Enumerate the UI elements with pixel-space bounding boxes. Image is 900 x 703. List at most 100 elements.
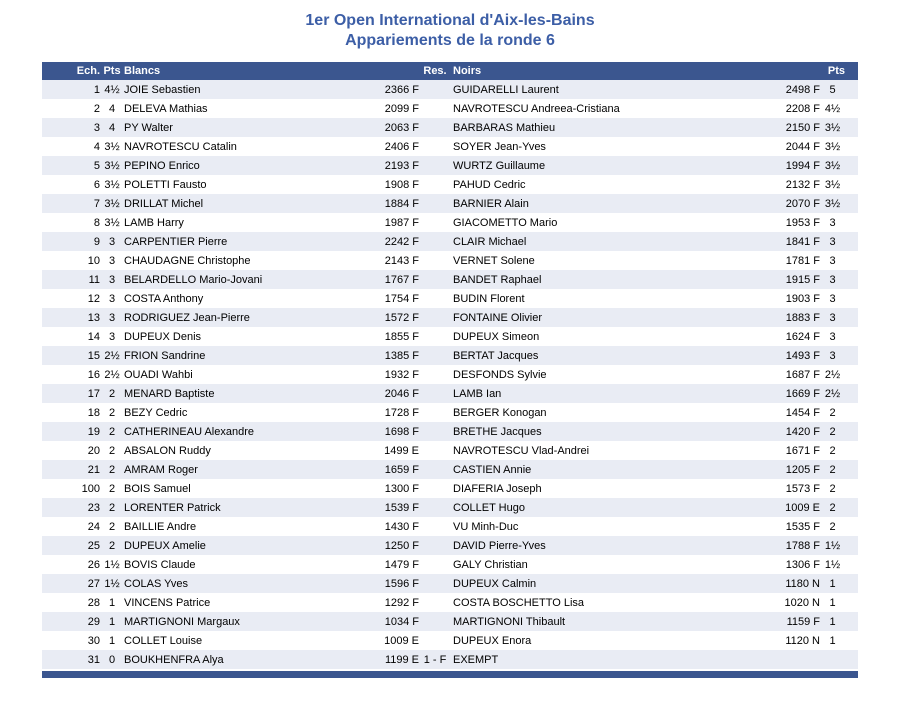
white-player: COLAS Yves	[124, 577, 188, 590]
black-player: BARNIER Alain	[453, 197, 529, 210]
black-player: CLAIR Michael	[453, 235, 527, 248]
white-player: MARTIGNONI Margaux	[124, 615, 240, 628]
black-points: 3½	[824, 121, 841, 134]
black-player: DIAFERIA Joseph	[453, 482, 542, 495]
white-rating: 2046 F	[384, 387, 419, 400]
page-subtitle: Appariements de la ronde 6	[345, 32, 555, 49]
black-player: DAVID Pierre-Yves	[453, 539, 546, 552]
header-board: Ech.	[76, 65, 100, 77]
white-player: COLLET Louise	[124, 634, 203, 647]
white-points: 3½	[104, 197, 120, 210]
white-player: FRION Sandrine	[124, 349, 206, 362]
white-points: 3½	[104, 140, 120, 153]
pairing-row: 2 4 DELEVA Mathias 2099 F NAVROTESCU And…	[42, 99, 858, 118]
black-points: 2½	[824, 387, 841, 400]
white-points: 3½	[104, 178, 120, 191]
black-points: 3	[829, 235, 836, 248]
black-points: 3	[829, 330, 836, 343]
black-rating: 1306 F	[785, 558, 820, 571]
black-points: 1	[829, 615, 836, 628]
white-rating: 1572 F	[384, 311, 419, 324]
white-player: ABSALON Ruddy	[124, 444, 211, 457]
black-rating: 1180 N	[785, 577, 820, 590]
white-rating: 1430 F	[384, 520, 419, 533]
pairing-row: 6 3½ POLETTI Fausto 1908 F PAHUD Cedric …	[42, 175, 858, 194]
page-title: 1er Open International d'Aix-les-Bains	[305, 12, 595, 29]
board-number: 9	[93, 235, 100, 248]
black-points: 2	[829, 482, 836, 495]
pairing-row: 10 3 CHAUDAGNE Christophe 2143 F VERNET …	[42, 251, 858, 270]
white-points: 2	[108, 463, 116, 476]
black-player: DESFONDS Sylvie	[453, 368, 547, 381]
board-number: 1	[93, 83, 100, 96]
white-player: OUADI Wahbi	[124, 368, 193, 381]
white-points: 1½	[104, 558, 120, 571]
white-rating: 1728 F	[384, 406, 419, 419]
white-player: VINCENS Patrice	[124, 596, 211, 609]
board-number: 25	[87, 539, 100, 552]
black-rating: 1994 F	[785, 159, 820, 172]
black-points: 2	[829, 444, 836, 457]
black-player: BERGER Konogan	[453, 406, 547, 419]
black-rating: 1687 F	[785, 368, 820, 381]
black-rating: 1781 F	[785, 254, 820, 267]
black-player: DUPEUX Enora	[453, 634, 532, 647]
header-white-player: Blancs	[124, 65, 161, 77]
white-player: DUPEUX Denis	[124, 330, 202, 343]
black-player: MARTIGNONI Thibault	[453, 615, 566, 628]
black-rating: 1903 F	[785, 292, 820, 305]
black-rating: 1120 N	[785, 634, 820, 647]
black-points: 3	[829, 349, 836, 362]
black-rating: 1205 F	[785, 463, 820, 476]
pairing-row: 31 0 BOUKHENFRA Alya 1199 E 1 - F EXEMPT	[42, 650, 858, 669]
header-white-points: Pts	[103, 65, 121, 77]
black-player: BARBARAS Mathieu	[453, 121, 556, 134]
board-number: 5	[93, 159, 100, 172]
board-number: 31	[87, 653, 100, 666]
white-player: BEZY Cedric	[124, 406, 188, 419]
white-player: DRILLAT Michel	[124, 197, 204, 210]
white-rating: 2406 F	[384, 140, 419, 153]
white-rating: 2366 F	[384, 83, 419, 96]
white-player: NAVROTESCU Catalin	[124, 140, 237, 153]
board-number: 15	[87, 349, 100, 362]
white-points: 2	[108, 482, 116, 495]
white-points: 3	[108, 292, 116, 305]
black-points: 3	[829, 292, 836, 305]
pairing-row: 29 1 MARTIGNONI Margaux 1034 F MARTIGNON…	[42, 612, 858, 631]
header-black-points: Pts	[827, 65, 845, 77]
white-rating: 2099 F	[384, 102, 419, 115]
black-player: GIACOMETTO Mario	[453, 216, 558, 229]
pairing-row: 20 2 ABSALON Ruddy 1499 E NAVROTESCU Vla…	[42, 441, 858, 460]
white-points: 4	[108, 121, 116, 134]
white-player: CATHERINEAU Alexandre	[124, 425, 255, 438]
black-player: BUDIN Florent	[453, 292, 525, 305]
board-number: 10	[87, 254, 100, 267]
board-number: 7	[93, 197, 100, 210]
black-rating: 1953 F	[785, 216, 820, 229]
pairings-body: 1 4½ JOIE Sebastien 2366 F GUIDARELLI La…	[42, 80, 858, 669]
board-number: 29	[87, 615, 100, 628]
pairing-row: 7 3½ DRILLAT Michel 1884 F BARNIER Alain…	[42, 194, 858, 213]
black-rating: 2070 F	[785, 197, 820, 210]
board-number: 28	[87, 596, 100, 609]
white-rating: 1300 F	[384, 482, 419, 495]
white-player: BOUKHENFRA Alya	[124, 653, 224, 666]
white-rating: 1292 F	[384, 596, 419, 609]
white-rating: 1987 F	[384, 216, 419, 229]
white-rating: 1499 E	[384, 444, 419, 457]
pairings-table: Ech. Pts Blancs Res. Noirs Pts 1 4½ JOIE…	[42, 62, 858, 678]
header-black-player: Noirs	[453, 65, 482, 77]
black-rating: 1624 F	[785, 330, 820, 343]
white-rating: 1659 F	[384, 463, 419, 476]
black-rating: 1020 N	[784, 596, 820, 609]
white-rating: 1932 F	[384, 368, 419, 381]
white-rating: 2063 F	[384, 121, 419, 134]
board-number: 3	[93, 121, 100, 134]
white-player: AMRAM Roger	[124, 463, 198, 476]
black-points: 1	[829, 577, 836, 590]
black-rating: 1915 F	[785, 273, 820, 286]
pairing-row: 13 3 RODRIGUEZ Jean-Pierre 1572 F FONTAI…	[42, 308, 858, 327]
black-player: VU Minh-Duc	[453, 520, 519, 533]
white-player: MENARD Baptiste	[124, 387, 215, 400]
